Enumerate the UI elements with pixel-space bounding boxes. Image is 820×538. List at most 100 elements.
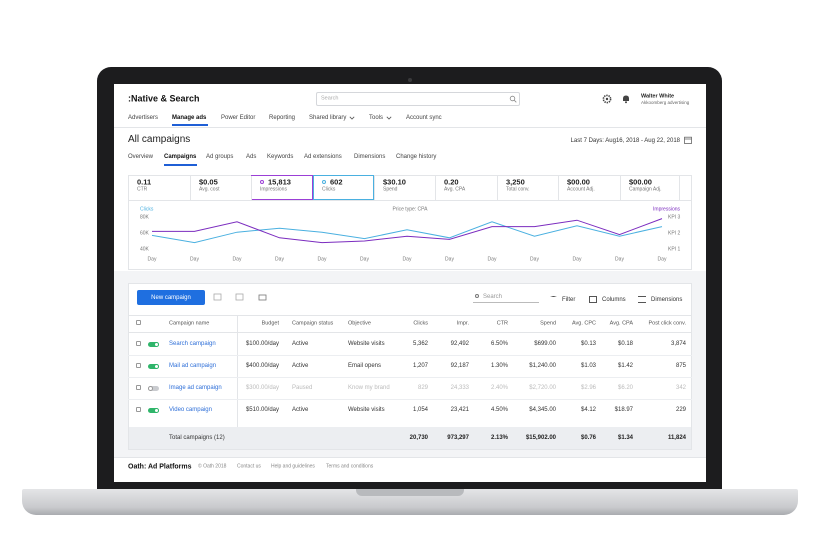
laptop-notch <box>356 489 464 496</box>
status-toggle[interactable] <box>148 407 159 413</box>
tab[interactable]: Dimensions <box>354 154 386 160</box>
column-header: Campaign name <box>169 319 210 326</box>
toolbar-dimensions[interactable]: Dimensions <box>651 297 683 303</box>
table-cell: 1.30% <box>490 363 508 369</box>
kpi-bottom <box>128 200 692 201</box>
x-tick-label: Day <box>275 256 284 262</box>
campaign-link[interactable]: Video campaign <box>169 407 212 413</box>
kpi-value: 3,250 <box>506 177 525 187</box>
footer-brand: Oath: Ad Platforms <box>128 463 192 471</box>
toolbar-filter[interactable]: Filter <box>562 297 576 303</box>
status-toggle[interactable] <box>148 363 159 369</box>
nav-underline <box>172 124 208 126</box>
table-cell: 1,207 <box>412 363 428 369</box>
footer-link[interactable]: Contact us <box>237 463 261 470</box>
toolbar-search[interactable]: Search <box>483 294 503 300</box>
table-cell: Know my brand <box>348 385 390 391</box>
total-cell: $0.76 <box>580 435 596 441</box>
divider <box>128 315 692 316</box>
total-cell: $1.34 <box>617 435 633 441</box>
table-cell: $1,240.00 <box>529 363 556 369</box>
x-tick-label: Day <box>445 256 454 262</box>
status-toggle[interactable] <box>148 341 159 347</box>
y-tick-label: 40K <box>140 246 150 252</box>
table-cell: $6.20 <box>617 385 633 391</box>
kpi-label: Campaign Adj. <box>629 186 662 193</box>
nav-item[interactable]: Shared library <box>309 115 347 121</box>
nav-item[interactable]: Advertisers <box>128 115 159 121</box>
footer-link[interactable]: Help and guidelines <box>271 463 315 470</box>
footer-link[interactable]: © Oath 2018 <box>198 463 227 470</box>
row-checkbox[interactable] <box>136 341 141 346</box>
kpi-more[interactable] <box>679 176 692 200</box>
kpi-value: 0.11 <box>137 177 152 187</box>
button-label[interactable]: New campaign <box>151 294 191 301</box>
toolbar-columns[interactable]: Columns <box>602 297 626 303</box>
toggle-knob <box>154 341 159 347</box>
x-tick-label: Day <box>403 256 412 262</box>
row-checkbox[interactable] <box>136 407 141 412</box>
legend-label: Impressions <box>653 206 680 212</box>
logo: :Native & Search <box>128 93 200 104</box>
kpi-value: 0.20 <box>444 177 459 187</box>
campaign-link[interactable]: Mail ad campaign <box>169 363 217 369</box>
column-header: Impr. <box>456 319 469 326</box>
toolbar-icons[interactable] <box>212 292 272 302</box>
nav-item[interactable]: Tools <box>369 115 384 121</box>
series-line <box>152 218 663 244</box>
notification-icon[interactable] <box>621 94 631 104</box>
table-cell: 92,187 <box>450 363 469 369</box>
kpi-divider <box>251 176 252 200</box>
kpi-highlight[interactable] <box>313 175 374 200</box>
table-cell: $300.00/day <box>245 385 279 391</box>
table-cell: 4.50% <box>490 407 508 413</box>
status-toggle[interactable] <box>148 385 159 391</box>
table-cell: Website visits <box>348 407 385 413</box>
row-divider <box>128 399 692 400</box>
kpi-label: Avg. CPA <box>444 186 466 193</box>
kpi-value: 602 <box>330 177 343 187</box>
tab[interactable]: Ad extensions <box>304 154 342 160</box>
tab[interactable]: Overview <box>128 154 154 160</box>
total-cell: 20,730 <box>409 435 428 441</box>
tab[interactable]: Change history <box>396 154 437 160</box>
tab[interactable]: Ads <box>246 154 257 160</box>
row-checkbox[interactable] <box>136 385 141 390</box>
nav-item[interactable]: Power Editor <box>221 115 256 121</box>
page-title: All campaigns <box>128 134 191 145</box>
table-cell: $4.12 <box>580 407 596 413</box>
table-cell: $2.96 <box>580 385 596 391</box>
search-box[interactable] <box>316 92 520 106</box>
header-checkbox[interactable] <box>136 320 141 325</box>
column-header: Objective <box>348 319 371 326</box>
divider <box>128 332 692 333</box>
row-checkbox[interactable] <box>136 363 141 368</box>
nav-item[interactable]: Manage ads <box>172 115 207 121</box>
new-campaign-button[interactable] <box>137 290 205 305</box>
tab[interactable]: Ad groups <box>206 154 234 160</box>
y2-tick-label: KPI 2 <box>668 230 680 236</box>
campaign-link[interactable]: Image ad campaign <box>169 385 222 391</box>
tab[interactable]: Campaigns <box>164 154 197 160</box>
campaign-link[interactable]: Search campaign <box>169 341 216 347</box>
kpi-label: Total conv. <box>506 186 530 193</box>
toggle-knob <box>154 407 159 413</box>
nav-item[interactable]: Reporting <box>269 115 296 121</box>
footer-link[interactable]: Terms and conditions <box>326 463 374 470</box>
table-card <box>128 283 692 450</box>
y-tick-label: 60K <box>140 230 150 236</box>
column-header: Clicks <box>413 319 428 326</box>
table-cell: 3,874 <box>670 341 686 347</box>
table-cell: $510.00/day <box>245 407 279 413</box>
tab[interactable]: Keywords <box>267 154 294 160</box>
toggle-knob <box>148 385 153 391</box>
settings-icon[interactable] <box>602 94 612 104</box>
calendar-icon[interactable] <box>684 136 692 144</box>
table-cell: Active <box>292 363 309 369</box>
legend-label: Clicks <box>140 206 154 212</box>
x-tick-label: Day <box>573 256 582 262</box>
nav-item[interactable]: Account sync <box>406 115 442 121</box>
